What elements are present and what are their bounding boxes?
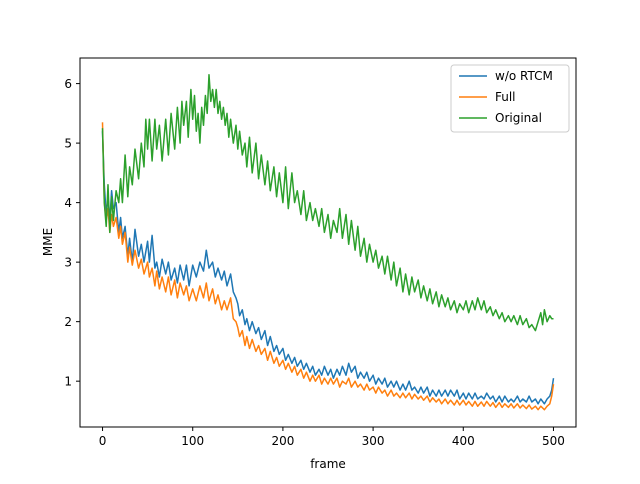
series-line-original: [101, 73, 554, 332]
y-tick-label: 6: [64, 77, 72, 91]
x-tick-label: 300: [362, 434, 385, 448]
x-tick-label: 100: [181, 434, 204, 448]
legend-label-full: Full: [495, 90, 516, 104]
x-tick-label: 500: [542, 434, 565, 448]
y-axis-label: MME: [41, 228, 55, 256]
series-line-full: [101, 122, 555, 411]
x-axis: 0 100 200 300 400 500: [99, 427, 565, 448]
x-tick-label: 400: [452, 434, 475, 448]
y-tick-label: 5: [64, 137, 72, 151]
plot-lines: [101, 73, 555, 411]
x-axis-label: frame: [310, 457, 346, 471]
y-tick-label: 2: [64, 315, 72, 329]
legend-label-wo-rtcm: w/o RTCM: [495, 69, 553, 83]
y-axis: 1 2 3 4 5 6: [64, 77, 80, 389]
x-tick-label: 0: [99, 434, 107, 448]
legend-label-original: Original: [495, 111, 542, 125]
y-tick-label: 3: [64, 256, 72, 270]
series-line-w-o-rtcm: [101, 131, 555, 405]
y-tick-label: 4: [64, 196, 72, 210]
legend-box: [450, 64, 570, 133]
x-tick-label: 200: [271, 434, 294, 448]
plot-frame: [79, 57, 577, 428]
legend: w/o RTCM Full Original: [450, 64, 570, 133]
y-tick-label: 1: [64, 375, 72, 389]
